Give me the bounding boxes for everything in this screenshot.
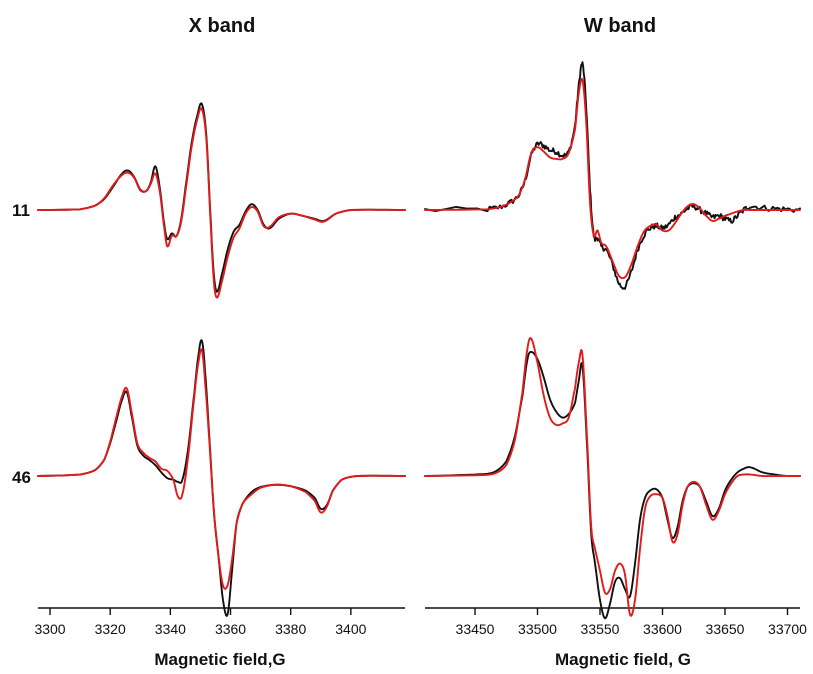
experimental-trace xyxy=(37,102,406,293)
x-tick-label: 33650 xyxy=(706,621,745,637)
tick-layer: 3300 3320 3340 3360 3380 3400 33450 33500 33550 3… xyxy=(34,608,807,637)
x-tick-label: 3340 xyxy=(155,621,186,637)
x-tick-label: 3360 xyxy=(215,621,246,637)
simulated-trace xyxy=(424,337,801,617)
w-band-x-axis-label: Magnetic field, G xyxy=(555,650,691,669)
experimental-trace xyxy=(424,61,801,290)
simulated-trace xyxy=(37,348,406,590)
row-label-11: 11 xyxy=(12,201,30,220)
x-tick-label: 33550 xyxy=(581,621,620,637)
x-band-title: X band xyxy=(189,15,256,37)
x-tick-label: 33500 xyxy=(518,621,557,637)
x-tick-label: 3300 xyxy=(34,621,65,637)
x-band-x-axis-label: Magnetic field,G xyxy=(154,650,285,669)
trace-layer xyxy=(37,61,801,620)
x-tick-label: 33600 xyxy=(643,621,682,637)
x-tick-label: 3320 xyxy=(95,621,126,637)
simulated-trace xyxy=(424,77,801,280)
x-tick-label: 3380 xyxy=(275,621,306,637)
experimental-trace xyxy=(37,339,406,617)
x-tick-label: 33450 xyxy=(456,621,495,637)
w-band-title: W band xyxy=(584,15,656,37)
x-tick-label: 33700 xyxy=(768,621,807,637)
simulated-trace xyxy=(37,107,406,299)
row-label-46: 46 xyxy=(12,468,31,487)
x-tick-label: 3400 xyxy=(335,621,366,637)
